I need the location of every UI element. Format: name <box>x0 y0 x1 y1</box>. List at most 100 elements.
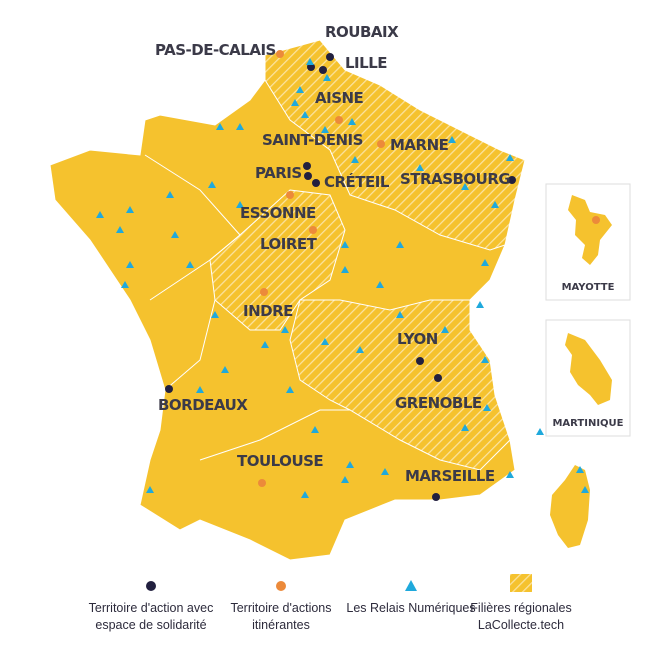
labels: PAS-DE-CALAIS ROUBAIX LILLE AISNE SAINT-DENI… <box>155 23 624 485</box>
relais-numerique <box>416 164 424 171</box>
relais-numerique <box>483 404 491 411</box>
action-site <box>303 162 311 170</box>
inset-label: MAYOTTE <box>562 282 615 293</box>
city-label: TOULOUSE <box>237 452 323 470</box>
relais-numerique <box>441 326 449 333</box>
relais-numerique <box>171 231 179 238</box>
relais-numerique <box>321 126 329 133</box>
relais-numerique <box>323 74 331 81</box>
relais-numerique <box>461 183 469 190</box>
action-site <box>508 176 516 184</box>
relais-numerique <box>311 426 319 433</box>
relais-numerique <box>346 461 354 468</box>
relais-numerique <box>581 486 589 493</box>
corsica <box>550 465 590 548</box>
city-label: BORDEAUX <box>158 396 248 414</box>
city-label: MARSEILLE <box>405 467 495 485</box>
relais-numerique <box>211 311 219 318</box>
relais-numerique <box>396 311 404 318</box>
legend-item: Les Relais Numériques <box>346 580 476 617</box>
relais-numerique <box>146 486 154 493</box>
relais-numerique <box>491 201 499 208</box>
city-label: GRENOBLE <box>395 394 482 412</box>
relais-numerique <box>236 201 244 208</box>
relais-numerique <box>96 211 104 218</box>
legend-label: Territoire d'actions itinérantes <box>230 601 332 632</box>
action-site <box>304 172 312 180</box>
city-label: INDRE <box>243 302 293 320</box>
action-site <box>326 53 334 61</box>
relais-numerique <box>576 466 584 473</box>
relais-numerique <box>208 181 216 188</box>
relais-numerique <box>301 491 309 498</box>
city-label: PARIS <box>255 164 302 182</box>
legend-label: Les Relais Numériques <box>346 601 476 615</box>
relais-numerique <box>166 191 174 198</box>
itinerant-site <box>335 116 343 124</box>
relais-numerique <box>121 281 129 288</box>
inset-label: MARTINIQUE <box>552 418 623 429</box>
city-label: ROUBAIX <box>325 23 399 41</box>
inset-martinique <box>545 319 631 437</box>
hatched-south-east <box>289 299 511 471</box>
relais-numerique <box>126 261 134 268</box>
relais-numerique <box>216 123 224 130</box>
relais-numerique <box>186 261 194 268</box>
relais-numerique <box>348 118 356 125</box>
action-site <box>434 374 442 382</box>
relais-numerique <box>341 241 349 248</box>
relais-numerique <box>506 154 514 161</box>
relais-numerique <box>506 471 514 478</box>
itinerant-site <box>260 288 268 296</box>
relais-numerique <box>296 86 304 93</box>
legend-label: Territoire d'action avec espace de solid… <box>88 601 214 632</box>
relais-numerique <box>476 301 484 308</box>
city-label: ESSONNE <box>240 204 316 222</box>
legend-item: Filières régionales LaCollecte.tech <box>456 574 586 634</box>
itinerant-site <box>377 140 385 148</box>
itinerant-site <box>592 216 600 224</box>
action-site <box>319 66 327 74</box>
relais-numerique <box>286 386 294 393</box>
legend-label: Filières régionales LaCollecte.tech <box>470 601 572 632</box>
hatched-north-east <box>264 39 526 251</box>
relais-numerique <box>116 226 124 233</box>
relais-numerique <box>376 281 384 288</box>
relais-numerique <box>291 99 299 106</box>
inset-mayotte <box>545 183 631 301</box>
map: PAS-DE-CALAIS ROUBAIX LILLE AISNE SAINT-DENI… <box>49 23 631 561</box>
relais-numerique <box>448 136 456 143</box>
itinerant-site <box>258 479 266 487</box>
city-label: CRÉTEIL <box>324 172 390 191</box>
itinerant-site <box>276 50 284 58</box>
relais-numerique <box>351 156 359 163</box>
france <box>49 39 590 561</box>
action-site <box>432 493 440 501</box>
relais-numerique <box>481 259 489 266</box>
city-label: MARNE <box>390 136 449 154</box>
city-label: LYON <box>397 330 438 348</box>
relais-numerique <box>381 468 389 475</box>
action-site <box>416 357 424 365</box>
itinerant-site <box>286 191 294 199</box>
city-label: PAS-DE-CALAIS <box>155 41 276 59</box>
legend-item: Territoire d'action avec espace de solid… <box>86 581 216 634</box>
city-label: LILLE <box>345 54 387 72</box>
relais-numerique <box>196 386 204 393</box>
relais-numerique <box>221 366 229 373</box>
relais-numerique <box>481 356 489 363</box>
city-label: SAINT-DENIS <box>262 131 363 149</box>
relais-numerique <box>341 476 349 483</box>
relais-numerique <box>301 111 309 118</box>
relais-numerique <box>536 428 544 435</box>
relais-numerique <box>306 58 314 65</box>
relais-numerique <box>321 338 329 345</box>
relais-numerique <box>126 206 134 213</box>
legend-item: Territoire d'actions itinérantes <box>216 581 346 634</box>
itinerant-site <box>309 226 317 234</box>
relais-numerique <box>396 241 404 248</box>
action-site <box>312 179 320 187</box>
city-label: STRASBOURG <box>400 170 510 188</box>
relais-numerique <box>461 424 469 431</box>
